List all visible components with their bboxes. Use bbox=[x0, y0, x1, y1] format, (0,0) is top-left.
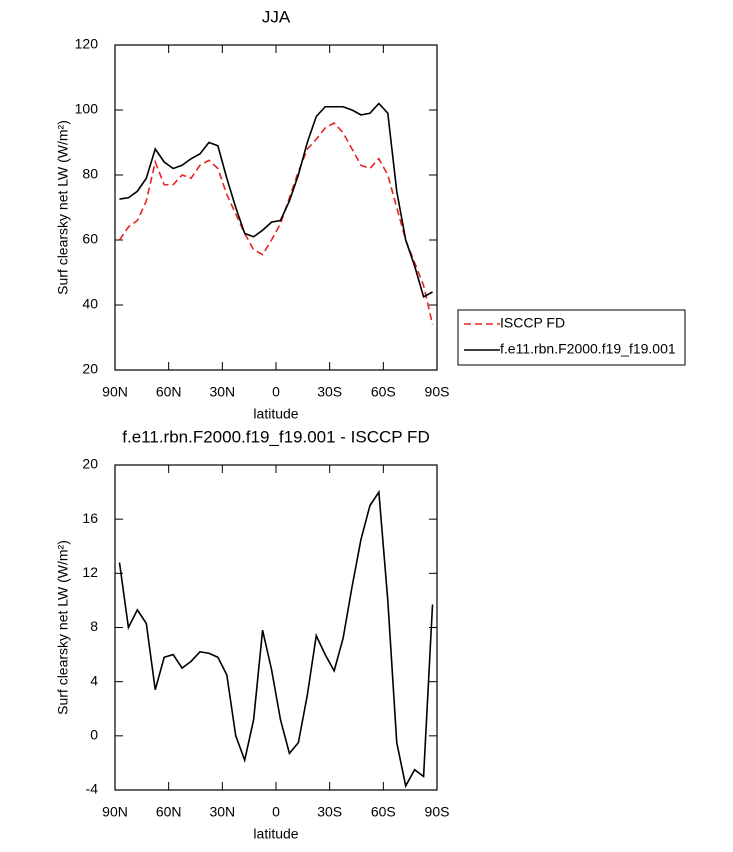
y-tick-label: -4 bbox=[86, 781, 99, 797]
chart-title: JJA bbox=[262, 7, 291, 26]
plot-frame bbox=[114, 464, 438, 791]
y-tick-label: 80 bbox=[82, 166, 98, 182]
data-line bbox=[119, 102, 433, 299]
y-axis-label: Surf clearsky net LW (W/m²) bbox=[55, 120, 71, 295]
y-tick-label: 100 bbox=[75, 101, 99, 117]
y-axis-label: Surf clearsky net LW (W/m²) bbox=[55, 540, 71, 715]
y-tick-label: 12 bbox=[82, 564, 98, 580]
legend-label: f.e11.rbn.F2000.f19_f19.001 bbox=[500, 341, 676, 357]
x-tick-label: 60N bbox=[156, 804, 182, 820]
chart-title: f.e11.rbn.F2000.f19_f19.001 - ISCCP FD bbox=[122, 427, 429, 446]
y-tick-label: 120 bbox=[75, 36, 99, 52]
x-axis-label: latitude bbox=[253, 826, 298, 842]
x-tick-label: 30N bbox=[209, 804, 235, 820]
data-line bbox=[118, 121, 434, 325]
x-tick-label: 60S bbox=[371, 804, 396, 820]
y-tick-label: 20 bbox=[82, 456, 98, 472]
x-tick-label: 90N bbox=[102, 384, 128, 400]
y-tick-label: 4 bbox=[90, 672, 98, 688]
x-axis-label: latitude bbox=[253, 406, 298, 422]
x-tick-label: 30S bbox=[317, 384, 342, 400]
y-tick-label: 16 bbox=[82, 510, 98, 526]
x-tick-label: 90S bbox=[425, 384, 450, 400]
data-line bbox=[118, 489, 434, 789]
plot-frame bbox=[114, 44, 438, 371]
y-tick-label: 60 bbox=[82, 231, 98, 247]
x-tick-label: 0 bbox=[272, 804, 280, 820]
x-tick-label: 30S bbox=[317, 804, 342, 820]
x-tick-label: 60S bbox=[371, 384, 396, 400]
y-tick-label: 8 bbox=[90, 618, 98, 634]
x-tick-label: 30N bbox=[209, 384, 235, 400]
legend-label: ISCCP FD bbox=[500, 315, 565, 331]
x-tick-label: 90N bbox=[102, 804, 128, 820]
x-tick-label: 0 bbox=[272, 384, 280, 400]
y-tick-label: 20 bbox=[82, 361, 98, 377]
y-tick-label: 40 bbox=[82, 296, 98, 312]
y-tick-label: 0 bbox=[90, 727, 98, 743]
x-tick-label: 60N bbox=[156, 384, 182, 400]
x-tick-label: 90S bbox=[425, 804, 450, 820]
legend-box bbox=[457, 309, 686, 366]
